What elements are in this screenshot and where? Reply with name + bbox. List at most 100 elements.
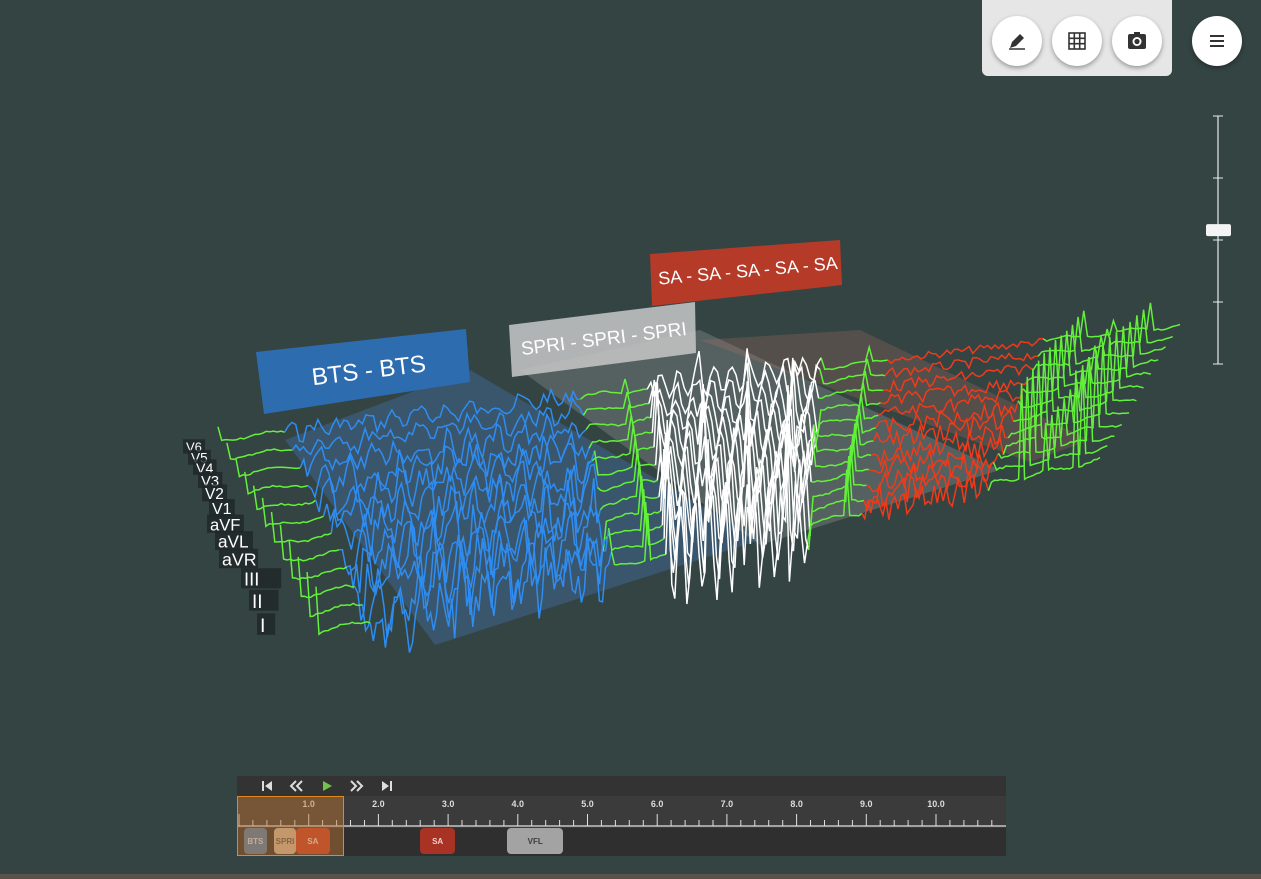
ecg-trace-V3 [1027,321,1159,381]
lead-label-bg [215,531,253,551]
ecg-trace-III [809,444,867,537]
skip-end-icon [382,781,392,791]
lead-label-bg [257,613,276,635]
ecg-trace-I [987,370,1101,491]
bottom-strip [0,874,1261,879]
ecg-trace-V3 [243,471,309,495]
ecg-trace-I [665,439,809,605]
lead-label-aVF: aVF [207,514,244,534]
rewind-button[interactable] [287,778,305,794]
ecg-trace-III [605,488,663,539]
lead-label-bg [202,484,228,502]
ruler-tick-label: 3.0 [441,799,455,809]
event-chip-bts[interactable]: BTS [243,828,267,854]
ecg-trace-aVL [599,462,660,511]
annotate-button[interactable] [992,16,1042,66]
ruler-tick-label: 4.0 [511,799,525,809]
ecg-trace-III [997,357,1115,460]
lead-label-bg [193,459,217,475]
fast-forward-button[interactable] [348,778,366,794]
zoom-handle[interactable] [1206,224,1231,237]
ecg-trace-V1 [875,400,1020,433]
segment-banner-bg [256,329,470,414]
ecg-trace-V3 [307,430,590,500]
lead-label-bg [209,499,235,517]
ecg-trace-aVR [288,541,348,581]
ecg-trace-aVF [812,415,874,453]
time-ruler[interactable]: 1.0 2.0 3.0 4.0 5.0 6.0 7.0 8.0 9.0 10.0 [237,796,1006,828]
ecg-trace-V4 [585,404,651,430]
ecg-trace-V5 [582,391,649,416]
ecg-trace-I [315,586,371,636]
event-chip-vfl[interactable]: VFL [507,828,564,854]
ecg-trace-II [306,572,363,618]
playback-controls [237,776,1006,796]
ecg-trace-aVR [346,502,604,596]
lead-label-II: II [249,589,279,613]
ecg-traces [217,302,1181,653]
ecg-trace-I [369,540,613,653]
lead-label-V1: V1 [209,499,235,518]
ecg-trace-V4 [818,370,884,399]
ecg-trace-I [806,469,863,543]
event-chip-sa[interactable]: SA [296,828,330,854]
ecg-trace-I [610,513,666,566]
lead-label-III: III [241,568,282,590]
ecg-trace-V4 [1032,315,1166,371]
snapshot-button[interactable] [1112,16,1162,66]
timeline-panel: 1.0 2.0 3.0 4.0 5.0 6.0 7.0 8.0 9.0 10.0 BTS SPRI S… [237,776,1006,856]
fast-forward-icon [350,780,364,792]
ecg-trace-aVF [330,463,599,556]
ecg-trace-V2 [815,393,879,443]
ruler-tick-label: 5.0 [581,799,594,809]
ecg-trace-V6 [887,337,1044,365]
ecg-trace-aVF [872,409,1015,450]
skip-start-icon [262,781,272,791]
ecg-trace-V2 [315,442,593,518]
camera-icon [1128,32,1146,49]
ecg-trace-V5 [291,396,585,456]
play-icon [323,781,332,791]
ruler-tick-label: 1.0 [302,799,315,809]
menu-button[interactable] [1192,16,1242,66]
lead-label-bg [219,548,259,569]
segment-banner: SA - SA - SA - SA - SA [650,240,842,306]
lead-label-aVL: aVL [215,531,253,551]
ecg-trace-V3 [588,414,653,449]
ecg-trace-V2 [1022,326,1152,394]
ecg-trace-V6 [1042,302,1181,343]
ruler-tick-label: 6.0 [650,799,664,809]
ruler-tick-label: 10.0 [927,799,945,809]
grid-toggle-button[interactable] [1052,16,1102,66]
rewind-icon [289,780,303,792]
skip-start-button[interactable] [258,778,276,794]
skip-end-button[interactable] [378,778,396,794]
ecg-trace-V1 [322,450,596,529]
ruler-tick-label: 7.0 [720,799,734,809]
ecg-trace-V2 [877,388,1024,417]
segment-banner-bg [509,302,696,377]
ecg-trace-V1 [593,437,656,476]
hamburger-menu-icon [1210,35,1224,47]
zoom-slider[interactable] [1206,114,1232,366]
ecg-trace-V6 [217,426,285,442]
play-button[interactable] [318,778,336,794]
ecg-trace-V6 [820,344,888,371]
event-track[interactable]: BTS SPRI SA SA VFL [237,828,1006,856]
event-chip-spri[interactable]: SPRI [273,828,297,854]
lead-label-text: I [260,615,265,637]
ecg-trace-aVL [870,424,1009,468]
ruler-tick-label: 9.0 [860,799,873,809]
event-chip-sa[interactable]: SA [420,828,456,854]
ruler-tick-label: 8.0 [790,799,803,809]
lead-label-bg [198,471,223,489]
segment-banner: SPRI - SPRI - SPRI [509,302,696,377]
visible-window-selector[interactable] [237,796,344,856]
lead-label-text: V2 [205,486,224,503]
lead-label-bg [207,514,244,533]
lead-label-bg [249,589,279,611]
ruler-tick-label: 2.0 [372,799,385,809]
